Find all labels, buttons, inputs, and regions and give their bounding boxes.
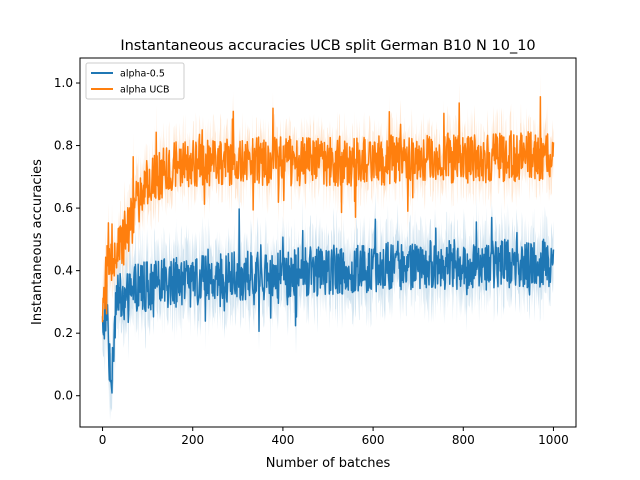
y-tick-label: 0.6 (54, 201, 73, 215)
chart-title: Instantaneous accuracies UCB split Germa… (120, 38, 535, 54)
x-tick-label: 1000 (538, 433, 569, 447)
legend-label: alpha UCB (120, 85, 169, 96)
series-lines (101, 95, 555, 394)
y-tick-label: 1.0 (54, 76, 73, 90)
plot-frame (79, 57, 577, 428)
x-tick-label: 0 (99, 433, 107, 447)
series-line (101, 208, 555, 394)
series-line (101, 95, 555, 323)
y-axis-ticks: 0.0 0.2 0.4 0.6 0.8 1.0 (54, 76, 80, 403)
legend: alpha-0.5 alpha UCB (85, 62, 185, 100)
y-tick-label: 0.8 (54, 139, 73, 153)
x-axis-label: Number of batches (266, 456, 391, 471)
x-tick-label: 200 (181, 433, 204, 447)
legend-label: alpha-0.5 (120, 69, 165, 80)
x-tick-label: 400 (271, 433, 294, 447)
x-tick-label: 800 (452, 433, 475, 447)
y-tick-label: 0.0 (54, 389, 73, 403)
y-axis-label: Instantaneous accuracies (30, 159, 45, 325)
y-tick-label: 0.2 (54, 326, 73, 340)
x-tick-label: 600 (362, 433, 385, 447)
x-axis-ticks: 0 200 400 600 800 1000 (99, 427, 569, 447)
y-tick-label: 0.4 (54, 264, 73, 278)
